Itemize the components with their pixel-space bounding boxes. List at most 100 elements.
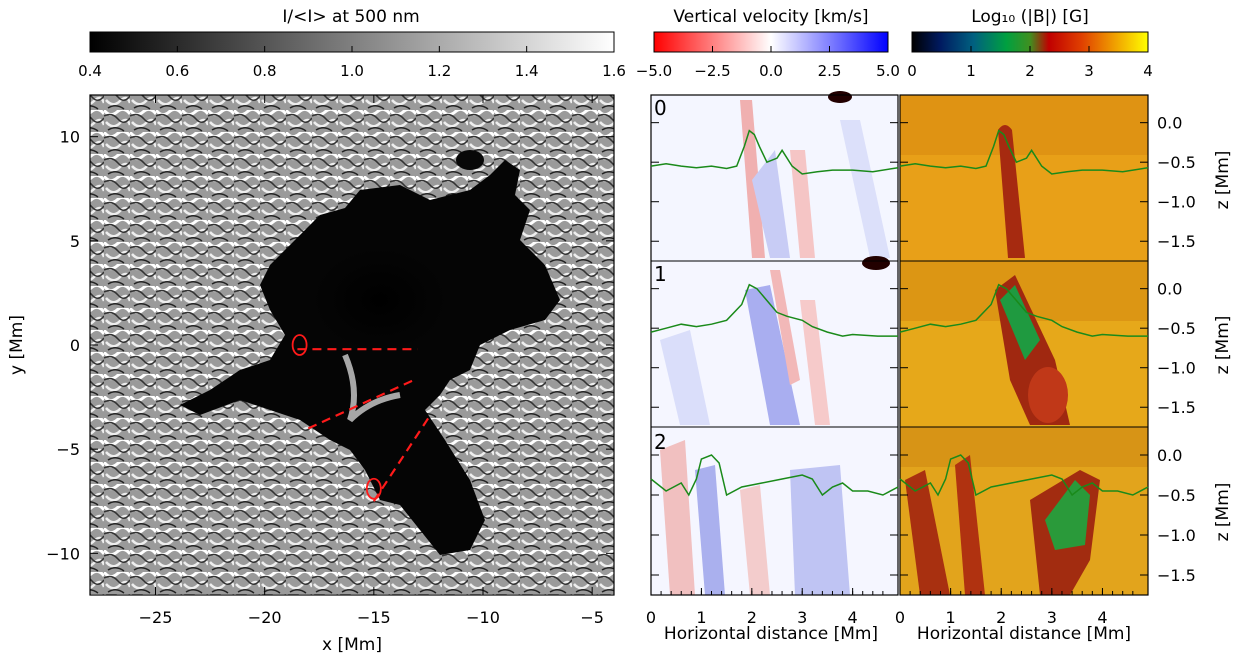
x-tick-label: −25 bbox=[139, 608, 173, 627]
velocity-downflow-2 bbox=[800, 300, 830, 425]
colorbar-field: Log₁₀ (|B|) [G] 0 1 2 3 4 bbox=[907, 7, 1153, 80]
z-tick-label: −1.5 bbox=[1157, 398, 1196, 417]
z-tick-label: 0.0 bbox=[1157, 280, 1182, 299]
z-tick-label: −1.0 bbox=[1157, 193, 1196, 212]
field-blob bbox=[1028, 367, 1068, 423]
velocity-slice-1: 1 bbox=[651, 256, 898, 427]
light-bridge bbox=[342, 353, 401, 423]
x-tick-label: 4 bbox=[1097, 608, 1107, 627]
colorbar-tick-label: 5.0 bbox=[876, 62, 900, 80]
tau-unity-curve bbox=[650, 129, 899, 175]
y-tick-label: −10 bbox=[46, 544, 80, 563]
colorbar-tick-label: 0.8 bbox=[253, 62, 277, 80]
slice-label-2: 2 bbox=[654, 430, 667, 454]
velocity-upflow bbox=[745, 285, 800, 425]
velocity-upflow-2 bbox=[660, 330, 710, 425]
velocity-downflow-2 bbox=[740, 485, 770, 595]
colorbar-tick-label: 2 bbox=[1025, 62, 1035, 80]
velocity-slices-ticks: 0 1 2 3 4 bbox=[646, 122, 898, 627]
field-slices-frame bbox=[899, 94, 1149, 596]
z-tick-label: −1.0 bbox=[1157, 526, 1196, 545]
y-tick-label: 0 bbox=[70, 336, 80, 355]
slice-label-1: 1 bbox=[654, 262, 667, 286]
x-tick-label: 3 bbox=[1047, 608, 1057, 627]
velocity-downflow-2 bbox=[790, 150, 815, 258]
z-tick-label: 0.0 bbox=[1157, 446, 1182, 465]
field-slice-0 bbox=[900, 95, 1148, 261]
umbra-core bbox=[290, 230, 470, 370]
colorbar-tick-label: 1.4 bbox=[515, 62, 539, 80]
x-tick-label: −5 bbox=[580, 608, 604, 627]
intensity-map-ylabel: y [Mm] bbox=[7, 315, 27, 375]
velocity-upflow bbox=[752, 150, 790, 258]
z-tick-label: −0.5 bbox=[1157, 486, 1196, 505]
velocity-upflow bbox=[695, 465, 725, 595]
z-tick-label: 0.0 bbox=[1157, 114, 1182, 133]
x-tick-label: 2 bbox=[747, 608, 757, 627]
x-tick-label: 1 bbox=[946, 608, 956, 627]
colorbar-tick-label: 3 bbox=[1084, 62, 1094, 80]
field-slice-2 bbox=[900, 427, 1148, 595]
slice-label-0: 0 bbox=[654, 96, 667, 120]
cut-line bbox=[372, 417, 430, 502]
field-flux-tube bbox=[998, 125, 1025, 258]
umbral-dots bbox=[456, 150, 484, 170]
y-tick-label: −5 bbox=[56, 440, 80, 459]
x-tick-label: 4 bbox=[848, 608, 858, 627]
tau-unity-curve bbox=[899, 283, 1148, 337]
cut-lines bbox=[291, 334, 430, 502]
colorbar-velocity-ticks: −5.0 −2.5 0.0 2.5 5.0 bbox=[636, 46, 900, 80]
colorbar-field-ticks: 0 1 2 3 4 bbox=[907, 46, 1153, 80]
tau-unity-curve bbox=[650, 454, 899, 497]
field-flux-tube-2 bbox=[955, 455, 985, 595]
intensity-map-ticks: −25 −20 −15 −10 −5 −10 −5 0 5 10 bbox=[46, 95, 614, 627]
z-tick-label: −0.5 bbox=[1157, 319, 1196, 338]
colorbar-tick-label: −2.5 bbox=[694, 62, 730, 80]
colorbar-tick-label: 0.4 bbox=[78, 62, 102, 80]
z-tick-label: −1.5 bbox=[1157, 232, 1196, 251]
field-slices: 0 1 2 3 4 0.0 −0.5 −1.0 −1.5 0.0 −0.5 −1.0 −1.5 0.0 −0… bbox=[895, 94, 1233, 644]
colorbar-velocity: Vertical velocity [km/s] −5.0 −2.5 0.0 2.5 5… bbox=[636, 7, 900, 80]
velocity-downflow bbox=[770, 270, 800, 385]
field-slice-0-upper bbox=[900, 95, 1148, 155]
cut-start-marker bbox=[291, 334, 308, 356]
y-tick-label: 10 bbox=[60, 128, 80, 147]
colorbar-intensity-title: I/<I> at 500 nm bbox=[282, 7, 419, 27]
colorbar-tick-label: 1.0 bbox=[340, 62, 364, 80]
colorbar-tick-label: 0 bbox=[907, 62, 917, 80]
field-slice-1 bbox=[900, 261, 1148, 427]
colorbar-field-title: Log₁₀ (|B|) [G] bbox=[971, 7, 1089, 27]
colorbar-tick-label: 0.0 bbox=[759, 62, 783, 80]
x-tick-label: 2 bbox=[996, 608, 1006, 627]
x-tick-label: 0 bbox=[646, 608, 656, 627]
velocity-downflow bbox=[660, 440, 695, 595]
x-tick-label: −15 bbox=[357, 608, 391, 627]
velocity-slices-xlabel: Horizontal distance [Mm] bbox=[664, 624, 878, 644]
colorbar-tick-label: 2.5 bbox=[818, 62, 842, 80]
colorbar-tick-label: 4 bbox=[1143, 62, 1153, 80]
tau-unity-curve bbox=[650, 283, 898, 337]
z-axis-label-0: z [Mm] bbox=[1213, 151, 1233, 210]
colorbar-intensity: I/<I> at 500 nm 0.4 0.6 0.8 1.0 1.2 1.4 1.6 bbox=[78, 7, 626, 80]
velocity-tau-curves bbox=[650, 129, 899, 497]
x-tick-label: 3 bbox=[797, 608, 807, 627]
field-slices-xlabel: Horizontal distance [Mm] bbox=[917, 624, 1131, 644]
z-tick-label: −1.5 bbox=[1157, 566, 1196, 585]
velocity-slice-2: 2 bbox=[651, 427, 898, 595]
intensity-map-xlabel: x [Mm] bbox=[322, 635, 382, 655]
x-tick-label: −20 bbox=[248, 608, 282, 627]
velocity-slices-frame bbox=[650, 94, 899, 596]
velocity-spot bbox=[862, 256, 890, 270]
y-tick-label: 5 bbox=[70, 232, 80, 251]
velocity-spot bbox=[828, 91, 852, 103]
colorbar-tick-label: 1 bbox=[966, 62, 976, 80]
z-tick-label: −1.0 bbox=[1157, 359, 1196, 378]
colorbar-tick-label: 1.2 bbox=[427, 62, 451, 80]
field-slices-ticks: 0 1 2 3 4 0.0 −0.5 −1.0 −1.5 0.0 −0.5 −1.0 −1.5 0.0 −0… bbox=[895, 114, 1196, 627]
field-flux-tube bbox=[905, 470, 950, 595]
x-tick-label: 1 bbox=[696, 608, 706, 627]
field-slice-2-upper bbox=[900, 427, 1148, 467]
z-axis-label-1: z [Mm] bbox=[1213, 316, 1233, 375]
z-axis-label-2: z [Mm] bbox=[1213, 483, 1233, 542]
